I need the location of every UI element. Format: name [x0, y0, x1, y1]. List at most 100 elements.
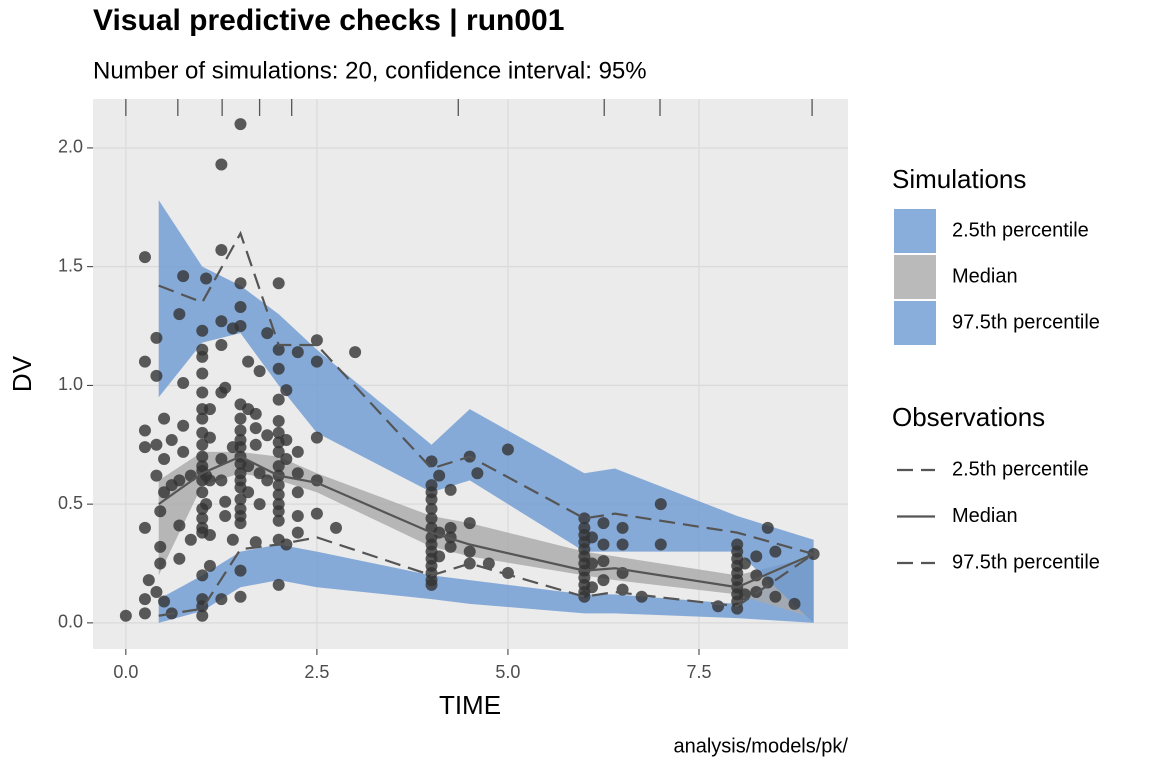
observation-point — [272, 343, 285, 356]
observation-point — [196, 450, 209, 463]
observation-point — [433, 469, 446, 482]
observation-point — [731, 602, 744, 615]
observation-point — [203, 403, 216, 416]
caption: analysis/models/pk/ — [673, 735, 848, 757]
observation-point — [578, 512, 591, 525]
observation-point — [215, 593, 228, 606]
observation-point — [215, 453, 228, 466]
observation-point — [291, 486, 304, 499]
observation-point — [150, 586, 163, 599]
observation-point — [138, 521, 151, 534]
observation-point — [158, 453, 171, 466]
observation-point — [738, 557, 751, 570]
legend-key — [894, 209, 936, 253]
observation-point — [738, 588, 751, 601]
observation-point — [196, 609, 209, 622]
observation-point — [291, 346, 304, 359]
observation-point — [138, 441, 151, 454]
observation-point — [310, 334, 323, 347]
y-tick-label: 1.5 — [58, 255, 83, 275]
observation-point — [272, 460, 285, 473]
observation-point — [761, 521, 774, 534]
observation-point — [586, 581, 599, 594]
observation-point — [349, 346, 362, 359]
y-tick-label: 0.0 — [58, 612, 83, 632]
observation-point — [471, 467, 484, 480]
observation-point — [249, 438, 262, 451]
observation-point — [249, 422, 262, 435]
legend-key — [894, 301, 936, 345]
observation-point — [226, 533, 239, 546]
observation-point — [158, 412, 171, 425]
observation-point — [425, 502, 438, 515]
observation-point — [261, 474, 274, 487]
observation-point — [219, 381, 232, 394]
observation-point — [425, 493, 438, 506]
observation-point — [310, 507, 323, 520]
observation-point — [150, 438, 163, 451]
observation-point — [433, 550, 446, 563]
x-axis-label: TIME — [439, 690, 501, 720]
observation-point — [272, 578, 285, 591]
observation-point — [291, 510, 304, 523]
observation-point — [177, 445, 190, 458]
y-axis-label: DV — [7, 355, 37, 392]
observation-point — [177, 377, 190, 390]
observation-point — [154, 505, 167, 518]
observation-point — [463, 517, 476, 530]
observation-point — [234, 320, 247, 333]
observation-point — [272, 505, 285, 518]
observation-point — [219, 510, 232, 523]
observation-point — [463, 545, 476, 558]
observation-point — [154, 557, 167, 570]
observation-point — [196, 324, 209, 337]
observation-point — [173, 474, 186, 487]
observation-point — [586, 531, 599, 544]
observation-point — [196, 386, 209, 399]
observation-point — [196, 412, 209, 425]
observation-point — [586, 557, 599, 570]
observation-point — [196, 350, 209, 363]
y-tick-label: 2.0 — [58, 137, 83, 157]
observation-point — [291, 467, 304, 480]
observation-point — [788, 597, 801, 610]
observation-point — [138, 607, 151, 620]
observation-point — [501, 443, 514, 456]
chart-subtitle: Number of simulations: 20, confidence in… — [93, 57, 647, 84]
observation-point — [234, 590, 247, 603]
observation-point — [482, 557, 495, 570]
observation-point — [196, 512, 209, 525]
observation-point — [150, 369, 163, 382]
observation-point — [234, 441, 247, 454]
observation-point — [272, 514, 285, 527]
observation-point — [635, 590, 648, 603]
legend-label: Median — [952, 505, 1018, 527]
chart-title: Visual predictive checks | run001 — [93, 4, 564, 37]
x-tick-label: 2.5 — [304, 662, 329, 682]
observation-point — [200, 272, 213, 285]
observation-point — [177, 419, 190, 432]
observation-point — [203, 474, 216, 487]
observation-point — [444, 521, 457, 534]
observed-line — [158, 536, 815, 617]
observation-point — [597, 574, 610, 587]
y-tick-label: 0.5 — [58, 493, 83, 513]
observation-point — [196, 569, 209, 582]
legend-key — [894, 255, 936, 299]
observation-point — [138, 251, 151, 264]
y-tick-label: 1.0 — [58, 374, 83, 394]
observation-point — [234, 301, 247, 314]
observation-point — [215, 339, 228, 352]
observation-point — [310, 355, 323, 368]
observation-point — [196, 438, 209, 451]
observation-point — [272, 415, 285, 428]
observation-point — [203, 559, 216, 572]
observation-point — [234, 412, 247, 425]
observation-point — [196, 367, 209, 380]
observation-point — [761, 576, 774, 589]
observation-point — [242, 486, 255, 499]
observation-point — [597, 538, 610, 551]
observation-point — [425, 578, 438, 591]
observation-point — [249, 536, 262, 549]
